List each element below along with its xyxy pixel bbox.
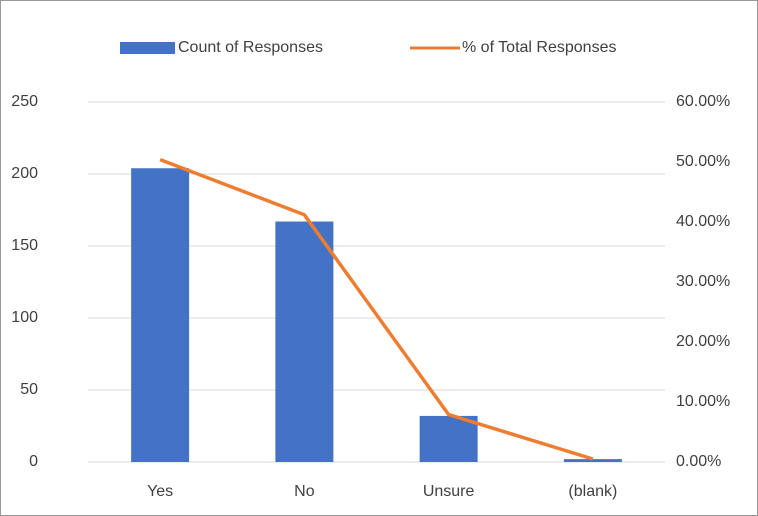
y2-tick-label: 30.00% [676, 273, 730, 290]
y2-tick-label: 40.00% [676, 213, 730, 230]
y-tick-label: 250 [11, 93, 38, 110]
bar [563, 459, 622, 462]
y2-tick-label: 20.00% [676, 333, 730, 350]
x-tick-label: No [294, 483, 315, 500]
legend-label: Count of Responses [178, 39, 323, 56]
y2-tick-label: 50.00% [676, 153, 730, 170]
y2-tick-label: 0.00% [676, 453, 721, 470]
x-tick-label: Yes [147, 483, 173, 500]
legend-label: % of Total Responses [462, 39, 616, 56]
y2-tick-label: 60.00% [676, 93, 730, 110]
y-tick-label: 0 [29, 453, 38, 470]
legend-swatch [120, 42, 175, 54]
y2-tick-label: 10.00% [676, 393, 730, 410]
y-tick-label: 100 [11, 309, 38, 326]
bar [419, 415, 478, 462]
y-tick-label: 200 [11, 165, 38, 182]
y-tick-label: 150 [11, 237, 38, 254]
x-tick-label: (blank) [568, 483, 617, 500]
x-tick-label: Unsure [423, 483, 475, 500]
y-tick-label: 50 [20, 381, 38, 398]
line [159, 157, 594, 461]
bar [131, 168, 190, 463]
bar [275, 221, 334, 462]
